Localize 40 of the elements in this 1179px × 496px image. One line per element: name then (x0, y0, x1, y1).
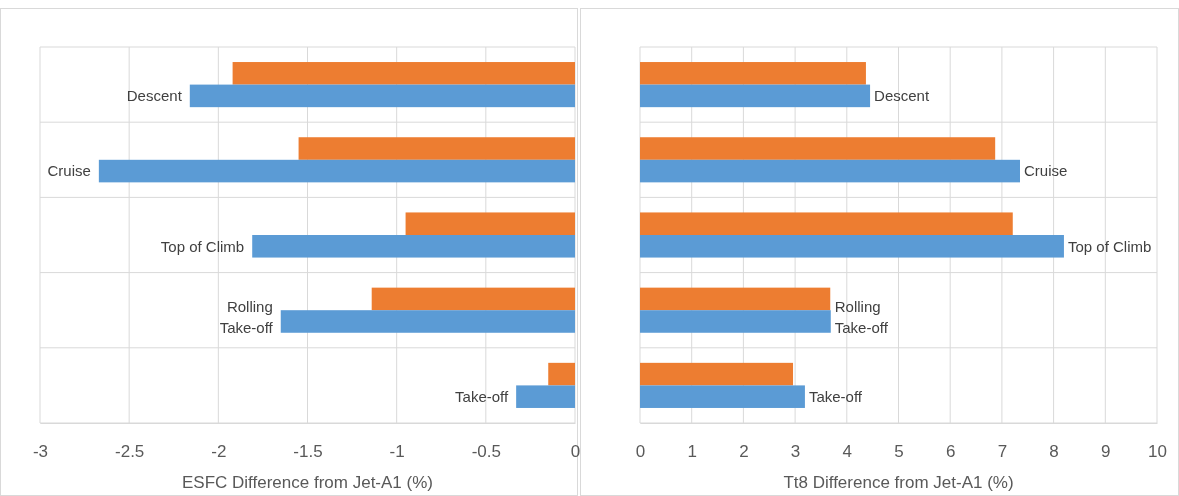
y-tick-label: Rolling Take-off (219, 298, 274, 337)
x-axis-title: Tt8 Difference from Jet-A1 (%) (783, 473, 1014, 492)
x-tick-label: -0.5 (471, 442, 501, 462)
bar (640, 137, 996, 160)
x-tick-label: -2 (211, 442, 227, 462)
bar (640, 287, 831, 311)
bar (640, 385, 805, 408)
bar (640, 362, 794, 386)
x-tick-label: 7 (997, 442, 1008, 462)
x-axis-title: ESFC Difference from Jet-A1 (%) (182, 473, 433, 492)
x-tick-label: 0 (635, 442, 646, 462)
bar (640, 235, 1064, 258)
bar (640, 159, 1020, 183)
x-tick-label: 2 (739, 442, 749, 462)
x-tick-label: -1.5 (293, 442, 323, 462)
y-tick-label: Top of Climb (1067, 237, 1152, 255)
y-tick-label: Cruise (1023, 162, 1068, 180)
bar (640, 84, 871, 108)
y-tick-label: Take-off (455, 387, 509, 405)
x-tick-label: 5 (894, 442, 904, 462)
x-tick-label: 6 (945, 442, 956, 462)
x-tick-label: -3 (32, 442, 49, 462)
bar (640, 212, 1013, 235)
x-tick-label: -1 (389, 442, 405, 462)
x-tick-label: 10 (1148, 442, 1167, 462)
y-tick-label: Take-off (808, 387, 863, 405)
x-tick-label: 0 (570, 442, 581, 462)
bar (640, 62, 866, 85)
y-tick-label: Cruise (47, 162, 91, 180)
y-tick-label: Descent (126, 87, 183, 105)
x-tick-label: -2.5 (115, 442, 145, 462)
x-tick-label: 3 (790, 442, 801, 462)
y-tick-label: Rolling Take-off (834, 298, 889, 337)
x-tick-label: 8 (1049, 442, 1059, 462)
x-tick-label: 4 (842, 442, 853, 462)
x-tick-label: 9 (1101, 442, 1111, 462)
y-tick-label: Descent (874, 87, 930, 105)
y-tick-label: Top of Climb (160, 237, 245, 255)
bar (640, 310, 831, 333)
x-tick-label: 1 (687, 442, 697, 462)
